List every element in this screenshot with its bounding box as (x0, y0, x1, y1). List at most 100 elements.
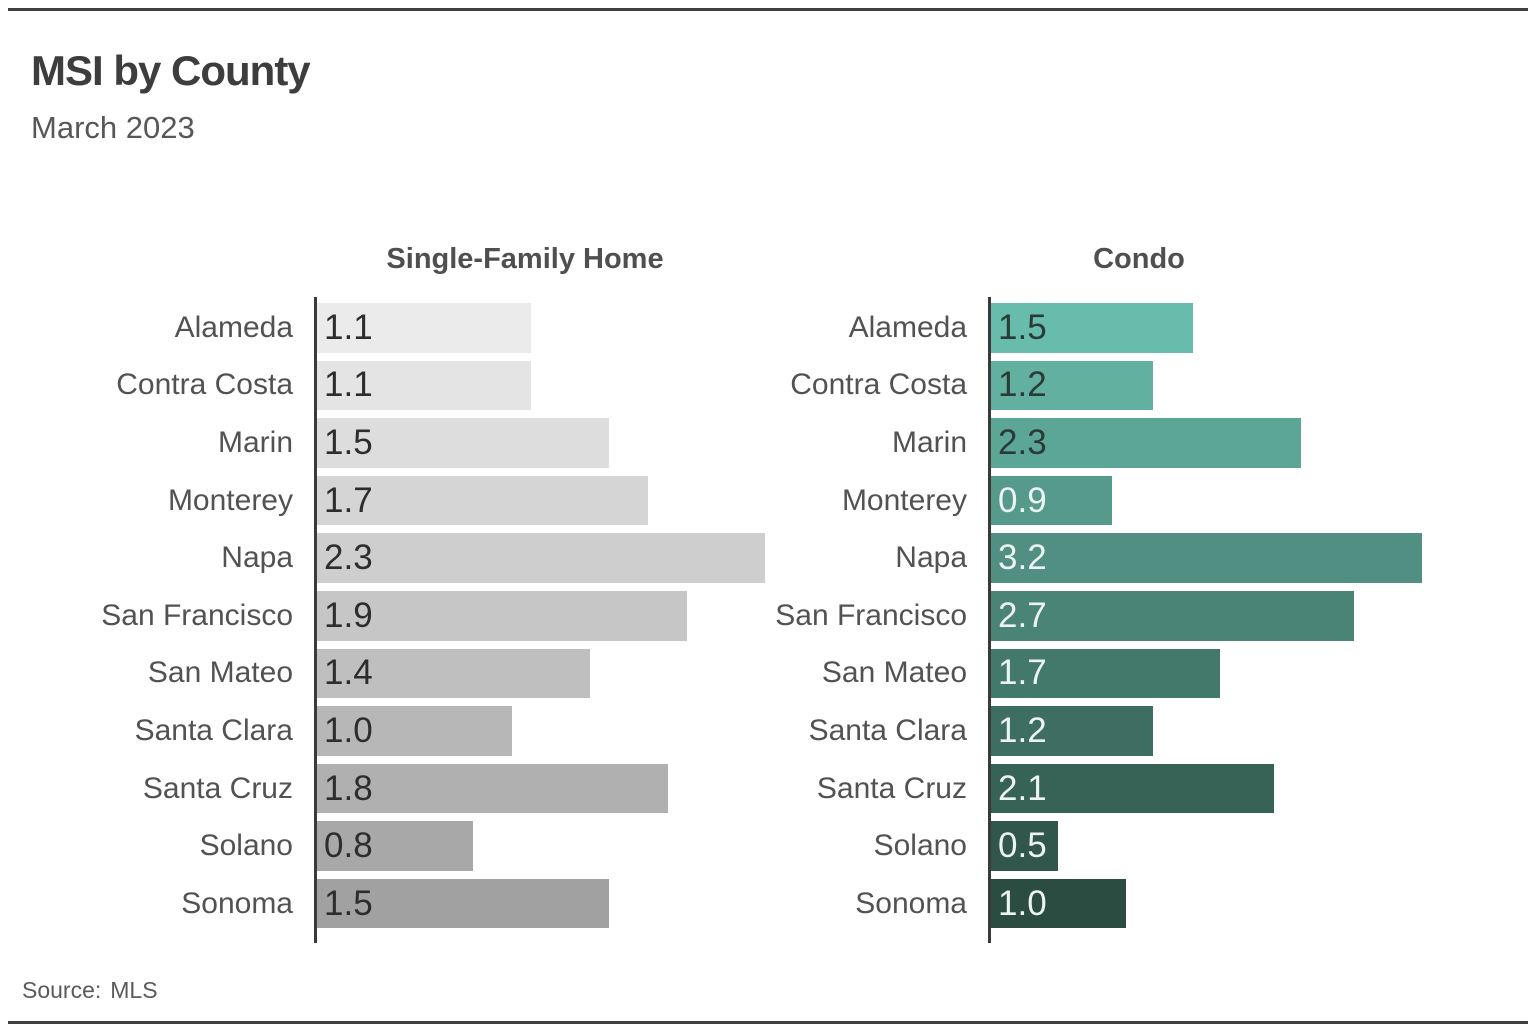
chart-row: Solano 0.8 (35, 817, 857, 875)
bar-value-label: 3.2 (998, 538, 1047, 578)
source-label: Source: (22, 977, 102, 1003)
category-label-marin: Marin (217, 425, 293, 459)
bar-value-label: 0.8 (324, 826, 373, 866)
bar-track: 1.7 (317, 475, 857, 526)
bar-contra-costa: 1.1 (317, 360, 532, 411)
bar-value-label: 1.1 (324, 365, 373, 405)
bar-track: 2.1 (991, 763, 1520, 814)
chart-row: Napa 3.2 (709, 529, 1520, 587)
top-divider-rule (8, 8, 1528, 11)
bar-track: 0.9 (991, 475, 1520, 526)
category-label-alameda: Alameda (848, 310, 967, 344)
category-label-napa: Napa (895, 541, 967, 575)
chart-row: Alameda 1.5 (709, 299, 1520, 357)
category-label-sonoma: Sonoma (855, 886, 967, 920)
bar-track: 1.2 (991, 706, 1520, 756)
bar-track: 2.3 (317, 533, 857, 583)
y-axis-line-single-family (314, 297, 317, 943)
bar-value-label: 2.1 (998, 768, 1047, 808)
bar-santa-clara: 1.0 (317, 706, 512, 756)
category-label-san-mateo: San Mateo (147, 656, 293, 690)
bar-napa: 2.3 (317, 533, 766, 583)
bar-track: 1.0 (991, 878, 1520, 929)
bar-value-label: 2.3 (998, 422, 1047, 462)
bar-contra-costa: 1.2 (991, 360, 1153, 411)
chart-row: San Francisco 2.7 (709, 587, 1520, 645)
bar-sonoma: 1.0 (991, 878, 1126, 929)
bar-san-mateo: 1.4 (317, 648, 590, 699)
bar-marin: 1.5 (317, 418, 610, 468)
category-label-san-francisco: San Francisco (775, 598, 967, 632)
bar-value-label: 1.1 (324, 307, 373, 347)
chart-row: Solano 0.5 (709, 817, 1520, 875)
category-label-san-mateo: San Mateo (821, 656, 967, 690)
bar-track: 1.5 (317, 878, 857, 929)
category-label-monterey: Monterey (167, 483, 293, 517)
bar-value-label: 1.0 (998, 883, 1047, 923)
bar-track: 1.5 (991, 303, 1520, 353)
panel-title-condo: Condo (1093, 243, 1185, 275)
bar-san-francisco: 1.9 (317, 591, 688, 641)
panel-title-single-family-home: Single-Family Home (386, 243, 664, 275)
bar-value-label: 2.7 (998, 595, 1047, 635)
bar-santa-cruz: 2.1 (991, 763, 1274, 814)
bar-alameda: 1.1 (317, 303, 532, 353)
category-label-alameda: Alameda (174, 310, 293, 344)
chart-row: Sonoma 1.5 (35, 875, 857, 933)
chart-row: San Francisco 1.9 (35, 587, 857, 645)
bar-alameda: 1.5 (991, 303, 1193, 353)
category-label-solano: Solano (873, 829, 967, 863)
category-label-napa: Napa (221, 541, 293, 575)
bottom-divider-rule (8, 1021, 1528, 1024)
chart-row: Contra Costa 1.1 (35, 357, 857, 415)
bar-monterey: 1.7 (317, 475, 649, 526)
chart-row: Contra Costa 1.2 (709, 357, 1520, 415)
chart-row: Napa 2.3 (35, 529, 857, 587)
chart-row: San Mateo 1.7 (709, 645, 1520, 703)
bar-value-label: 1.4 (324, 653, 373, 693)
bar-track: 2.7 (991, 591, 1520, 641)
chart-row: Monterey 1.7 (35, 472, 857, 530)
bar-solano: 0.8 (317, 821, 473, 871)
bar-value-label: 1.0 (324, 710, 373, 750)
bar-santa-clara: 1.2 (991, 706, 1153, 756)
bar-track: 1.4 (317, 648, 857, 699)
category-label-santa-clara: Santa Clara (134, 713, 293, 747)
bar-value-label: 1.5 (324, 422, 373, 462)
category-label-solano: Solano (199, 829, 293, 863)
bar-track: 2.3 (991, 418, 1520, 468)
bar-value-label: 0.5 (998, 826, 1047, 866)
chart-header: MSI by County March 2023 (31, 47, 311, 146)
bar-santa-cruz: 1.8 (317, 763, 668, 814)
bar-value-label: 1.5 (998, 307, 1047, 347)
category-label-monterey: Monterey (841, 483, 967, 517)
bar-sonoma: 1.5 (317, 878, 610, 929)
bar-monterey: 0.9 (991, 475, 1113, 526)
chart-row: Monterey 0.9 (709, 472, 1520, 530)
chart-row: Sonoma 1.0 (709, 875, 1520, 933)
chart-row: Santa Cruz 1.8 (35, 760, 857, 818)
bar-track: 3.2 (991, 533, 1520, 583)
source-note: Source: MLS (22, 977, 158, 1004)
bar-value-label: 1.9 (324, 595, 373, 635)
category-label-santa-cruz: Santa Cruz (816, 771, 967, 805)
category-label-santa-clara: Santa Clara (808, 713, 967, 747)
chart-row: Santa Clara 1.2 (709, 702, 1520, 760)
category-label-marin: Marin (891, 425, 967, 459)
bar-chart-single-family: Alameda 1.1 Contra Costa 1.1 Marin 1.5 Montere… (35, 299, 857, 933)
bar-track: 1.1 (317, 303, 857, 353)
bar-solano: 0.5 (991, 821, 1059, 871)
category-label-contra-costa: Contra Costa (790, 368, 967, 402)
category-label-sonoma: Sonoma (181, 886, 293, 920)
bar-track: 1.7 (991, 648, 1520, 699)
bar-marin: 2.3 (991, 418, 1301, 468)
bar-track: 1.0 (317, 706, 857, 756)
chart-row: Marin 2.3 (709, 414, 1520, 472)
chart-row: Alameda 1.1 (35, 299, 857, 357)
bar-track: 1.1 (317, 360, 857, 411)
bar-chart-condo: Alameda 1.5 Contra Costa 1.2 Marin 2.3 Montere… (709, 299, 1520, 933)
bar-san-mateo: 1.7 (991, 648, 1220, 699)
bar-value-label: 1.5 (324, 883, 373, 923)
page-title: MSI by County (31, 47, 311, 94)
chart-row: Santa Clara 1.0 (35, 702, 857, 760)
